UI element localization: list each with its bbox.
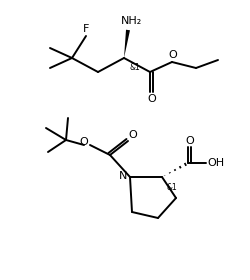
Text: O: O: [128, 130, 138, 140]
Text: O: O: [147, 94, 156, 104]
Text: O: O: [168, 50, 177, 60]
Text: NH₂: NH₂: [122, 16, 142, 26]
Text: O: O: [185, 136, 194, 146]
Text: OH: OH: [208, 158, 224, 168]
Text: &1: &1: [166, 183, 177, 192]
Text: O: O: [80, 137, 88, 147]
Text: N: N: [119, 171, 127, 181]
Text: F: F: [83, 24, 89, 34]
Polygon shape: [124, 30, 130, 58]
Text: &1: &1: [130, 62, 140, 71]
